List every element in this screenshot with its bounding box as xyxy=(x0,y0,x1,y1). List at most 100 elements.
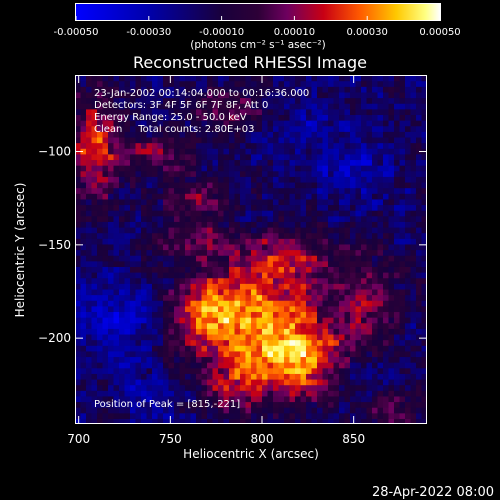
heatmap-cell xyxy=(262,272,269,279)
heatmap-cell xyxy=(157,300,164,307)
heatmap-cell xyxy=(273,176,280,183)
heatmap-cell xyxy=(355,384,362,391)
heatmap-cell xyxy=(267,238,274,245)
heatmap-cell xyxy=(278,238,285,245)
heatmap-cell xyxy=(196,165,203,172)
heatmap-cell xyxy=(97,395,104,403)
heatmap-cell xyxy=(113,311,120,318)
heatmap-cell xyxy=(124,384,131,391)
heatmap-cell xyxy=(405,193,412,200)
heatmap-cell xyxy=(108,328,115,335)
heatmap-cell xyxy=(372,333,379,341)
heatmap-cell xyxy=(135,255,142,262)
heatmap-cell xyxy=(201,328,208,335)
heatmap-cell xyxy=(152,103,159,110)
heatmap-cell xyxy=(256,215,263,222)
heatmap-cell xyxy=(405,401,412,408)
heatmap-cell xyxy=(146,362,153,369)
heatmap-cell xyxy=(278,356,285,363)
heatmap-cell xyxy=(245,232,252,239)
heatmap-cell xyxy=(300,232,307,239)
heatmap-cell xyxy=(223,367,230,374)
heatmap-cell xyxy=(350,384,357,391)
heatmap-cell xyxy=(234,345,241,352)
heatmap-cell xyxy=(174,210,181,217)
heatmap-cell xyxy=(223,153,230,161)
heatmap-cell xyxy=(278,148,285,155)
heatmap-cell xyxy=(201,176,208,183)
heatmap-cell xyxy=(328,401,335,408)
heatmap-cell xyxy=(86,159,93,166)
heatmap-cell xyxy=(190,407,197,414)
heatmap-cell xyxy=(75,266,82,273)
heatmap-cell xyxy=(102,339,109,346)
heatmap-cell xyxy=(75,305,82,313)
heatmap-cell xyxy=(289,384,296,391)
heatmap-cell xyxy=(190,75,197,82)
heatmap-cell xyxy=(212,249,219,256)
heatmap-cell xyxy=(218,356,225,363)
heatmap-cell xyxy=(91,350,98,358)
heatmap-cell xyxy=(251,395,258,403)
heatmap-cell xyxy=(306,407,313,414)
heatmap-cell xyxy=(223,300,230,307)
heatmap-cell xyxy=(130,103,137,110)
heatmap-cell xyxy=(124,345,131,352)
heatmap-cell xyxy=(119,255,126,262)
heatmap-cell xyxy=(366,210,373,217)
heatmap-cell xyxy=(141,226,148,234)
heatmap-cell xyxy=(130,266,137,273)
heatmap-cell xyxy=(86,210,93,217)
heatmap-cell xyxy=(355,322,362,329)
heatmap-cell xyxy=(339,356,346,363)
heatmap-cell xyxy=(262,249,269,256)
heatmap-cell xyxy=(201,238,208,245)
heatmap-cell xyxy=(295,367,302,374)
heatmap-cell xyxy=(273,136,280,144)
heatmap-cell xyxy=(201,384,208,391)
heatmap-cell xyxy=(240,328,247,335)
heatmap-cell xyxy=(207,350,214,358)
heatmap-cell xyxy=(328,418,335,424)
heatmap-cell xyxy=(262,159,269,166)
heatmap-cell xyxy=(278,390,285,397)
heatmap-cell xyxy=(388,401,395,408)
heatmap-cell xyxy=(262,165,269,172)
heatmap-cell xyxy=(80,294,87,301)
heatmap-cell xyxy=(152,176,159,183)
heatmap-cell xyxy=(223,260,230,267)
heatmap-cell xyxy=(212,266,219,273)
heatmap-cell xyxy=(388,350,395,358)
heatmap-cell xyxy=(168,136,175,144)
heatmap-cell xyxy=(229,226,236,234)
heatmap-cell xyxy=(113,283,120,290)
heatmap-cell xyxy=(113,305,120,313)
heatmap-cell xyxy=(113,165,120,172)
heatmap-cell xyxy=(80,91,87,99)
heatmap-cell xyxy=(394,97,401,104)
heatmap-cell xyxy=(295,362,302,369)
heatmap-cell xyxy=(394,390,401,397)
heatmap-cell xyxy=(91,362,98,369)
heatmap-cell xyxy=(421,345,427,352)
heatmap-cell xyxy=(355,317,362,324)
heatmap-cell xyxy=(163,97,170,104)
heatmap-cell xyxy=(278,221,285,228)
heatmap-cell xyxy=(113,91,120,99)
heatmap-cell xyxy=(361,131,368,138)
heatmap-cell xyxy=(333,412,340,419)
heatmap-cell xyxy=(190,136,197,144)
heatmap-cell xyxy=(416,249,423,256)
heatmap-cell xyxy=(416,294,423,301)
heatmap-cell xyxy=(295,210,302,217)
heatmap-cell xyxy=(146,80,153,87)
heatmap-cell xyxy=(388,120,395,127)
heatmap-cell xyxy=(350,243,357,251)
heatmap-cell xyxy=(355,215,362,222)
heatmap-cell xyxy=(377,187,384,194)
heatmap-cell xyxy=(75,204,82,211)
heatmap-cell xyxy=(146,378,153,386)
heatmap-cell xyxy=(306,210,313,217)
heatmap-cell xyxy=(372,272,379,279)
heatmap-cell xyxy=(311,142,318,149)
